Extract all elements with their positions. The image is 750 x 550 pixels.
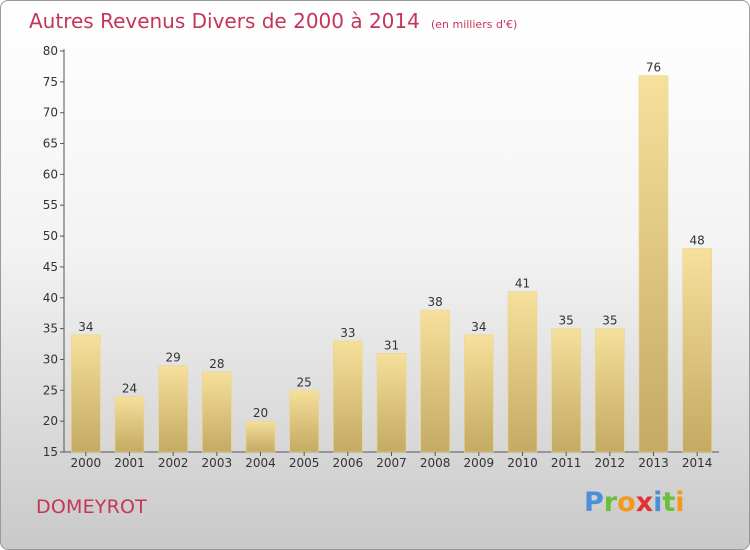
y-tick-label: 20 bbox=[43, 414, 58, 428]
x-tick-label: 2011 bbox=[551, 456, 582, 470]
bar bbox=[595, 328, 625, 453]
bar-value-label: 34 bbox=[78, 320, 93, 334]
chart-subtitle: (en milliers d'€) bbox=[430, 18, 518, 31]
bar bbox=[158, 365, 188, 453]
logo-letter: t bbox=[662, 487, 676, 518]
x-tick-label: 2004 bbox=[245, 456, 276, 470]
bar bbox=[551, 328, 581, 453]
bar bbox=[71, 334, 101, 453]
bar-value-label: 76 bbox=[646, 61, 661, 75]
y-tick-label: 50 bbox=[43, 229, 58, 243]
x-tick-label: 2007 bbox=[376, 456, 407, 470]
y-tick-label: 15 bbox=[43, 445, 58, 459]
bar bbox=[245, 420, 276, 453]
bar-value-label: 29 bbox=[166, 351, 181, 365]
x-tick-label: 2000 bbox=[71, 456, 102, 470]
y-tick-label: 35 bbox=[43, 322, 58, 336]
bar bbox=[638, 75, 669, 453]
y-tick-label: 60 bbox=[43, 167, 58, 181]
x-tick-label: 2008 bbox=[420, 456, 451, 470]
bar bbox=[289, 390, 319, 453]
x-tick-label: 2001 bbox=[114, 456, 145, 470]
bar-value-label: 41 bbox=[515, 277, 530, 291]
proxiti-logo: Proxiti bbox=[584, 487, 685, 518]
y-tick-label: 40 bbox=[43, 291, 58, 305]
x-tick-label: 2010 bbox=[507, 456, 538, 470]
x-tick-label: 2012 bbox=[595, 456, 626, 470]
bar bbox=[114, 396, 145, 453]
logo-letter: x bbox=[635, 487, 654, 518]
logo-letter: i bbox=[653, 487, 663, 518]
y-tick-label: 30 bbox=[43, 352, 58, 366]
bar bbox=[682, 248, 712, 453]
y-tick-label: 70 bbox=[43, 106, 58, 120]
location-name: DOMEYROT bbox=[36, 496, 147, 518]
bar-value-label: 20 bbox=[253, 406, 268, 420]
bar-value-label: 25 bbox=[297, 375, 312, 389]
y-tick-label: 80 bbox=[43, 44, 58, 58]
bar-value-label: 33 bbox=[340, 326, 355, 340]
x-tick-label: 2006 bbox=[333, 456, 364, 470]
logo-letter: P bbox=[584, 487, 604, 518]
x-tick-label: 2009 bbox=[464, 456, 495, 470]
bar-value-label: 34 bbox=[471, 320, 486, 334]
x-tick-label: 2003 bbox=[202, 456, 233, 470]
bar bbox=[202, 371, 232, 453]
y-tick-label: 45 bbox=[43, 260, 58, 274]
x-tick-label: 2005 bbox=[289, 456, 320, 470]
logo-letter: r bbox=[603, 487, 618, 518]
bar-value-label: 35 bbox=[559, 314, 574, 328]
chart-title: Autres Revenus Divers de 2000 à 2014 bbox=[29, 9, 420, 33]
chart-title-block: Autres Revenus Divers de 2000 à 2014 (en… bbox=[29, 9, 517, 33]
bar-value-label: 35 bbox=[602, 314, 617, 328]
bar bbox=[464, 334, 494, 453]
x-tick-label: 2002 bbox=[158, 456, 189, 470]
y-tick-label: 75 bbox=[43, 75, 58, 89]
bar-value-label: 24 bbox=[122, 381, 137, 395]
y-tick-label: 65 bbox=[43, 137, 58, 151]
x-tick-label: 2014 bbox=[682, 456, 713, 470]
bar-value-label: 28 bbox=[209, 357, 224, 371]
bar bbox=[376, 352, 407, 453]
logo-letter: o bbox=[617, 487, 636, 518]
bar bbox=[333, 340, 363, 453]
y-tick-label: 55 bbox=[43, 198, 58, 212]
bar-value-label: 31 bbox=[384, 338, 399, 352]
bar bbox=[507, 291, 538, 453]
bar-value-label: 48 bbox=[690, 233, 705, 247]
logo-letter: i bbox=[675, 487, 685, 518]
bar bbox=[420, 309, 450, 453]
bar-value-label: 38 bbox=[428, 295, 443, 309]
x-tick-label: 2013 bbox=[638, 456, 669, 470]
y-tick-label: 25 bbox=[43, 383, 58, 397]
